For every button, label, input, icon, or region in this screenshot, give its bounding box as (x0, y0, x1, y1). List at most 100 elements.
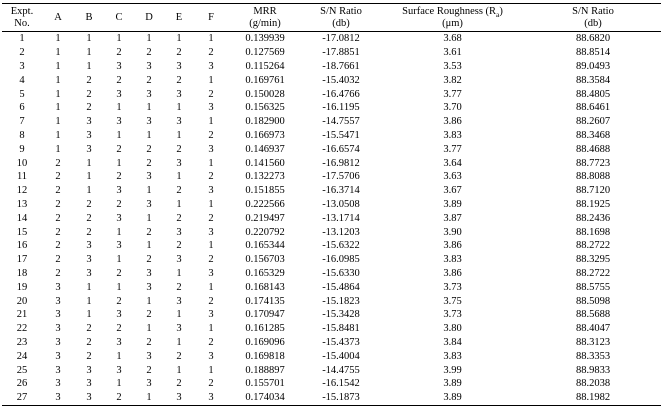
table-cell: -15.4373 (322, 336, 360, 348)
table-cell: 2 (176, 350, 182, 362)
table-cell: 1 (86, 33, 92, 45)
table-cell: 1 (86, 281, 92, 293)
table-cell: 1 (55, 129, 61, 141)
table-cell: 1 (208, 281, 214, 293)
table-cell: 1 (146, 102, 152, 114)
table-cell: 0.174135 (245, 295, 285, 307)
table-cell: 0.146937 (245, 143, 285, 155)
table-row: 11 2 1 2 3 1 2 0.132273 -17.5706 3.63 88.8088 (2, 170, 661, 184)
table-cell: 88.4688 (575, 143, 611, 155)
table-cell: 3 (55, 364, 61, 376)
table-cell: -17.0812 (322, 33, 360, 45)
table-cell: 88.3353 (575, 350, 611, 362)
table-cell: 2 (176, 281, 182, 293)
table-cell: 2 (116, 295, 122, 307)
table-row: 17 2 3 1 2 3 2 0.156703 -16.0985 3.83 88.3295 (2, 253, 661, 267)
table-cell: 3 (116, 60, 122, 72)
table-cell: 3 (86, 392, 92, 404)
table-cell: 3.84 (443, 336, 462, 348)
table-cell: 0.170947 (245, 309, 285, 321)
table-cell: 88.2722 (575, 267, 611, 279)
table-cell: 2 (176, 212, 182, 224)
table-cell: 3.77 (443, 143, 462, 155)
table-cell: 88.2436 (575, 212, 611, 224)
table-cell: 2 (116, 198, 122, 210)
table-cell: 2 (116, 74, 122, 86)
table-cell: -13.0508 (322, 198, 360, 210)
table-cell: 2 (146, 254, 152, 266)
table-cell: 88.1982 (575, 392, 611, 404)
table-cell: 23 (16, 336, 28, 348)
table-cell: -15.6330 (322, 267, 360, 279)
table-cell: 1 (86, 185, 92, 197)
table-cell: 3 (146, 88, 152, 100)
table-cell: 88.8514 (575, 47, 611, 59)
table-cell: 3.86 (443, 116, 462, 128)
table-cell: -14.4755 (322, 364, 360, 376)
table-cell: 1 (176, 267, 182, 279)
table-cell: 2 (116, 171, 122, 183)
table-cell: 0.115264 (245, 60, 285, 72)
table-cell: 2 (208, 212, 214, 224)
table-cell: 0.132273 (245, 171, 285, 183)
table-cell: 1 (55, 116, 61, 128)
results-table: Expt. No. A B C D E F MRR (g/min) S/N Rati… (2, 3, 661, 406)
table-cell: 2 (176, 143, 182, 155)
table-cell: 1 (208, 240, 214, 252)
table-cell: -15.3428 (322, 309, 360, 321)
table-cell: 0.141560 (245, 157, 285, 169)
table-cell: 2 (208, 88, 214, 100)
table-cell: 0.156325 (245, 102, 285, 114)
table-cell: 88.6461 (575, 102, 611, 114)
table-cell: -15.6322 (322, 240, 360, 252)
table-row: 22 3 2 2 1 3 1 0.161285 -15.8481 3.80 88.4047 (2, 322, 661, 336)
table-cell: 3 (86, 143, 92, 155)
table-cell: 0.169761 (245, 74, 285, 86)
table-cell: 2 (86, 323, 92, 335)
table-cell: 22 (16, 323, 28, 335)
table-cell: 3 (116, 309, 122, 321)
table-cell: 2 (86, 74, 92, 86)
table-row: 23 3 2 3 2 1 2 0.169096 -15.4373 3.84 88.3123 (2, 336, 661, 350)
table-row: 8 1 3 1 1 1 2 0.166973 -15.5471 3.83 88.3468 (2, 129, 661, 143)
table-cell: 88.3468 (575, 129, 611, 141)
header-text: (g/min) (249, 17, 281, 29)
table-cell: 3 (176, 60, 182, 72)
table-cell: -15.8481 (322, 323, 360, 335)
table-cell: -15.4864 (322, 281, 360, 293)
table-cell: 2 (55, 198, 61, 210)
table-cell: 3.86 (443, 240, 462, 252)
table-cell: 1 (176, 129, 182, 141)
table-cell: 1 (116, 157, 122, 169)
table-cell: 88.8088 (575, 171, 611, 183)
table-cell: 26 (16, 378, 28, 390)
table-cell: 1 (116, 226, 122, 238)
table-cell: 3 (176, 392, 182, 404)
table-cell: 2 (86, 226, 92, 238)
table-cell: 3 (116, 88, 122, 100)
table-cell: 0.166973 (245, 129, 285, 141)
table-cell: 2 (86, 350, 92, 362)
header-text: (db) (584, 17, 602, 29)
header-text: Expt. (10, 5, 34, 17)
table-cell: 1 (208, 74, 214, 86)
table-cell: -16.6574 (322, 143, 360, 155)
table-cell: 3 (86, 116, 92, 128)
table-cell: 2 (55, 171, 61, 183)
table-cell: 3 (116, 336, 122, 348)
table-cell: 3 (55, 378, 61, 390)
table-cell: 2 (55, 267, 61, 279)
table-cell: 3.83 (443, 350, 462, 362)
header-cell: S/N Ratio (db) (525, 4, 661, 32)
header-text: (db) (332, 17, 350, 29)
table-cell: 1 (176, 33, 182, 45)
table-cell: 1 (86, 157, 92, 169)
table-cell: 3 (208, 102, 214, 114)
table-cell: 88.1698 (575, 226, 611, 238)
table-cell: 1 (146, 33, 152, 45)
table-cell: 3.89 (443, 378, 462, 390)
table-cell: 15 (16, 226, 28, 238)
table-cell: 1 (146, 212, 152, 224)
table-cell: 1 (116, 281, 122, 293)
header-row: Expt. No. A B C D E F MRR (g/min) S/N Rati… (2, 3, 661, 32)
